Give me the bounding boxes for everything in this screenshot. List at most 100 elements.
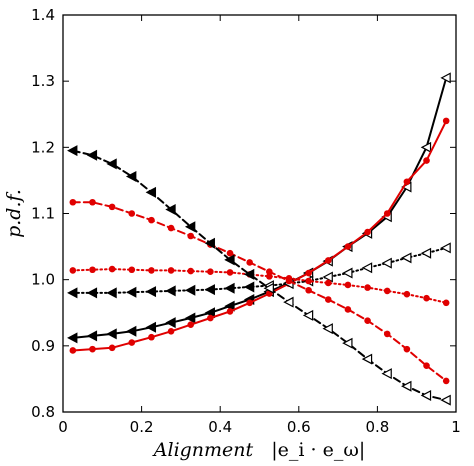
- tick-layer: 0 0.2 0.4 0.6 0.8 1 0.8 0.9 1.0 1.1 1.2 1.3 1.4: [31, 6, 461, 436]
- data-point: [266, 273, 273, 280]
- x-tick-label: 0.6: [287, 418, 311, 436]
- data-point: [383, 287, 391, 295]
- data-point: [184, 284, 196, 296]
- data-point: [145, 286, 157, 298]
- data-point: [423, 362, 430, 369]
- data-point: [148, 267, 155, 274]
- data-point: [342, 267, 353, 279]
- data-point: [266, 268, 273, 276]
- data-point: [67, 145, 78, 157]
- data-point: [86, 330, 98, 342]
- data-point: [89, 266, 96, 274]
- data-point: [69, 198, 77, 206]
- series-4: [69, 265, 450, 307]
- data-point: [187, 232, 195, 240]
- y-tick-label: 0.9: [31, 337, 55, 355]
- data-point: [128, 210, 136, 217]
- data-point: [145, 321, 157, 333]
- data-point: [302, 309, 314, 321]
- data-point: [342, 337, 353, 349]
- x-axis-label-formula: |e_i · e_ω|: [271, 439, 365, 461]
- data-point: [401, 252, 412, 264]
- data-point: [108, 265, 116, 273]
- data-point: [86, 287, 98, 299]
- series-2: [69, 117, 450, 354]
- data-point: [403, 178, 411, 186]
- data-point: [226, 249, 234, 257]
- data-point: [148, 333, 155, 341]
- data-point: [128, 266, 136, 274]
- data-point: [324, 279, 332, 287]
- y-tick-label: 1.4: [31, 6, 55, 24]
- data-point: [184, 312, 196, 324]
- data-point: [226, 269, 234, 276]
- data-point: [364, 228, 371, 236]
- data-point: [226, 308, 234, 315]
- y-axis-label: p.d.f.: [3, 189, 25, 238]
- data-point: [167, 224, 175, 232]
- data-point: [67, 287, 78, 299]
- data-point: [344, 281, 352, 289]
- data-point: [204, 284, 215, 296]
- series-3: [67, 242, 451, 299]
- data-point: [442, 117, 450, 125]
- data-point: [403, 345, 411, 353]
- data-point: [128, 339, 136, 346]
- data-point: [403, 290, 411, 298]
- data-point: [184, 221, 196, 233]
- data-point: [125, 286, 137, 298]
- y-tick-label: 1.0: [31, 271, 55, 289]
- data-point: [364, 317, 371, 324]
- data-point: [440, 72, 451, 84]
- series-6: [67, 145, 451, 406]
- data-point: [106, 158, 117, 170]
- y-tick-label: 1.1: [31, 205, 55, 223]
- y-tick-label: 0.8: [31, 403, 55, 421]
- data-point: [263, 282, 274, 294]
- data-point: [401, 380, 412, 392]
- series-line: [71, 201, 448, 382]
- data-point: [344, 306, 352, 313]
- data-point: [106, 287, 117, 299]
- y-tick-label: 1.3: [31, 72, 55, 90]
- data-point: [442, 299, 450, 307]
- data-point: [246, 299, 253, 307]
- data-point: [204, 237, 215, 249]
- data-point: [165, 317, 176, 329]
- data-point: [344, 243, 352, 250]
- data-point: [187, 267, 195, 275]
- series-layer: [67, 72, 451, 406]
- data-point: [108, 344, 116, 352]
- data-point: [86, 149, 98, 161]
- data-point: [364, 284, 371, 291]
- data-point: [305, 286, 312, 294]
- data-point: [243, 281, 255, 293]
- data-point: [305, 269, 312, 277]
- data-point: [243, 268, 255, 280]
- data-point: [145, 186, 157, 198]
- data-point: [324, 257, 332, 264]
- data-point: [322, 323, 333, 335]
- data-point: [167, 267, 175, 274]
- data-point: [246, 259, 253, 266]
- series-5: [69, 198, 450, 385]
- x-tick-label: 0.8: [365, 418, 389, 436]
- data-point: [361, 353, 373, 365]
- data-point: [420, 141, 432, 153]
- data-point: [224, 282, 235, 294]
- data-point: [69, 267, 77, 274]
- data-point: [106, 328, 117, 340]
- data-point: [67, 332, 78, 344]
- data-point: [187, 321, 195, 328]
- x-tick-label: 1: [451, 418, 461, 436]
- x-tick-label: 0.4: [208, 418, 232, 436]
- data-point: [420, 247, 432, 259]
- x-axis-label: Alignment |e_i · e_ω|: [152, 439, 365, 461]
- data-point: [285, 277, 293, 285]
- data-point: [167, 327, 175, 335]
- data-point: [224, 254, 235, 266]
- data-point: [440, 394, 451, 406]
- data-point: [383, 210, 391, 217]
